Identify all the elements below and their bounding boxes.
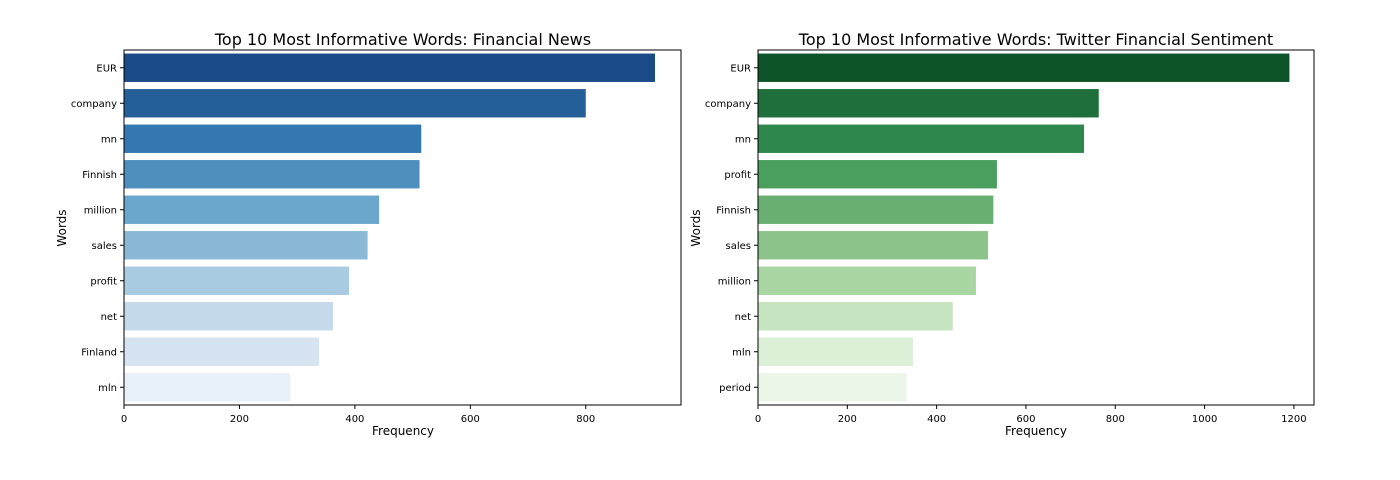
bar-finnish [124, 160, 420, 189]
bar-profit [124, 266, 350, 295]
plot-frame [757, 49, 1315, 406]
x-tick-label: 1200 [1281, 414, 1306, 425]
x-tick-label: 1000 [1192, 414, 1217, 425]
y-tick-label: mln [98, 383, 117, 394]
y-tick-label: EUR [730, 63, 751, 74]
bar-finland [124, 337, 320, 366]
bar-mln [758, 337, 913, 366]
y-tick-label: Finnish [82, 170, 117, 181]
bar-mln [124, 373, 291, 402]
bar-million [758, 266, 976, 295]
x-tick-label: 0 [755, 414, 761, 425]
x-tick-label: 400 [927, 414, 946, 425]
y-tick-label: company [705, 99, 751, 110]
bar-eur [758, 53, 1290, 82]
y-tick-label: sales [92, 241, 117, 252]
x-tick-label: 600 [461, 414, 480, 425]
x-tick-label: 200 [838, 414, 857, 425]
y-tick-label: company [71, 99, 117, 110]
x-tick-label: 800 [576, 414, 595, 425]
y-tick-label: sales [726, 241, 751, 252]
bar-finnish [758, 195, 994, 224]
chart-panel-twitter-sentiment: Top 10 Most Informative Words: Twitter F… [689, 30, 1315, 438]
x-tick-label: 0 [121, 414, 127, 425]
y-tick-label: Finland [81, 347, 117, 358]
bar-mn [124, 124, 422, 153]
bar-net [124, 302, 333, 331]
x-axis-label: Frequency [372, 424, 434, 438]
bar-company [758, 89, 1099, 118]
chart-title: Top 10 Most Informative Words: Financial… [214, 30, 591, 49]
y-tick-label: profit [90, 276, 117, 287]
y-tick-label: mn [101, 134, 117, 145]
y-tick-label: net [735, 312, 751, 323]
bar-profit [758, 160, 997, 189]
bar-million [124, 195, 380, 224]
x-tick-label: 800 [1106, 414, 1125, 425]
x-tick-label: 400 [345, 414, 364, 425]
y-tick-label: mn [735, 134, 751, 145]
x-tick-label: 200 [230, 414, 249, 425]
bar-eur [124, 53, 656, 82]
x-axis-label: Frequency [1005, 424, 1067, 438]
plot-frame [123, 49, 682, 406]
y-axis-label: Words [55, 209, 69, 246]
y-tick-label: million [718, 276, 751, 287]
chart-panel-financial-news: Top 10 Most Informative Words: Financial… [55, 30, 682, 438]
y-tick-label: net [101, 312, 117, 323]
y-tick-label: million [84, 205, 117, 216]
y-tick-label: EUR [96, 63, 117, 74]
bar-net [758, 302, 953, 331]
bar-sales [758, 231, 988, 260]
bar-mn [758, 124, 1085, 153]
chart-title: Top 10 Most Informative Words: Twitter F… [798, 30, 1273, 49]
x-tick-label: 600 [1016, 414, 1035, 425]
y-tick-label: period [719, 383, 751, 394]
bar-company [124, 89, 586, 118]
bar-sales [124, 231, 368, 260]
y-tick-label: mln [732, 347, 751, 358]
y-axis-label: Words [689, 209, 703, 246]
y-tick-label: Finnish [716, 205, 751, 216]
bar-period [758, 373, 907, 402]
y-tick-label: profit [724, 170, 751, 181]
